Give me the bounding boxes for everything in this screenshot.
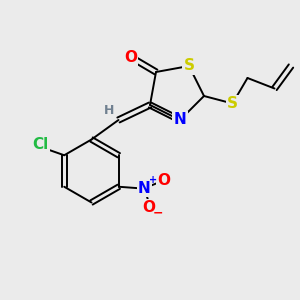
Text: O: O bbox=[157, 173, 170, 188]
Text: N: N bbox=[138, 181, 151, 196]
Text: −: − bbox=[153, 207, 164, 220]
Text: Cl: Cl bbox=[32, 137, 48, 152]
Text: S: S bbox=[184, 58, 194, 74]
Text: O: O bbox=[142, 200, 155, 215]
Text: N: N bbox=[174, 112, 186, 128]
Text: O: O bbox=[124, 50, 137, 64]
Text: S: S bbox=[227, 96, 238, 111]
Text: +: + bbox=[148, 175, 157, 185]
Text: H: H bbox=[104, 104, 114, 117]
